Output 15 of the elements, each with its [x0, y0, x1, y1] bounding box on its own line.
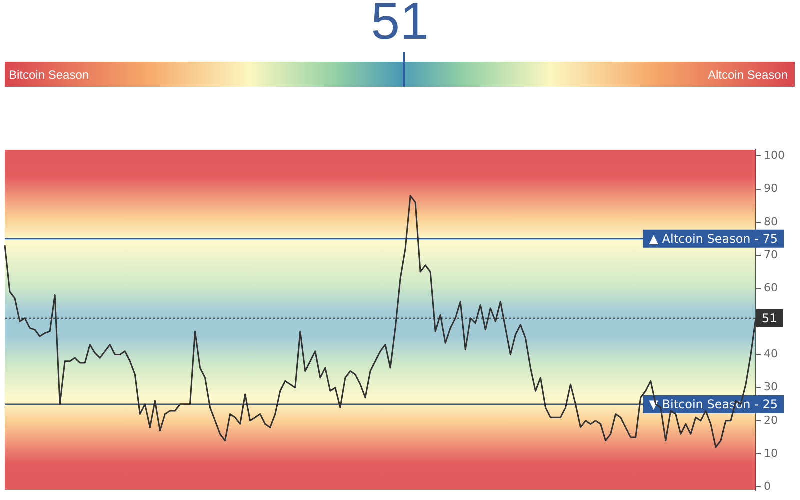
y-tick-label: 0 [764, 480, 772, 493]
ref-line-label: ▲ Altcoin Season - 75 [649, 232, 778, 246]
y-tick-label: 100 [764, 149, 786, 162]
y-tick-label: 60 [764, 281, 778, 294]
y-tick-label: 10 [764, 446, 778, 460]
text: 51 [370, 0, 430, 52]
text: Altcoin Season [708, 68, 788, 82]
y-tick-label: 30 [764, 380, 778, 394]
ref-line-label: 51 [762, 311, 778, 326]
y-tick-label: 20 [764, 414, 778, 427]
y-tick-label: 70 [764, 248, 778, 262]
text: Bitcoin Season [9, 68, 90, 82]
y-tick-label: 80 [764, 215, 778, 228]
y-tick-label: 40 [764, 348, 778, 361]
y-tick-label: 90 [764, 182, 778, 196]
